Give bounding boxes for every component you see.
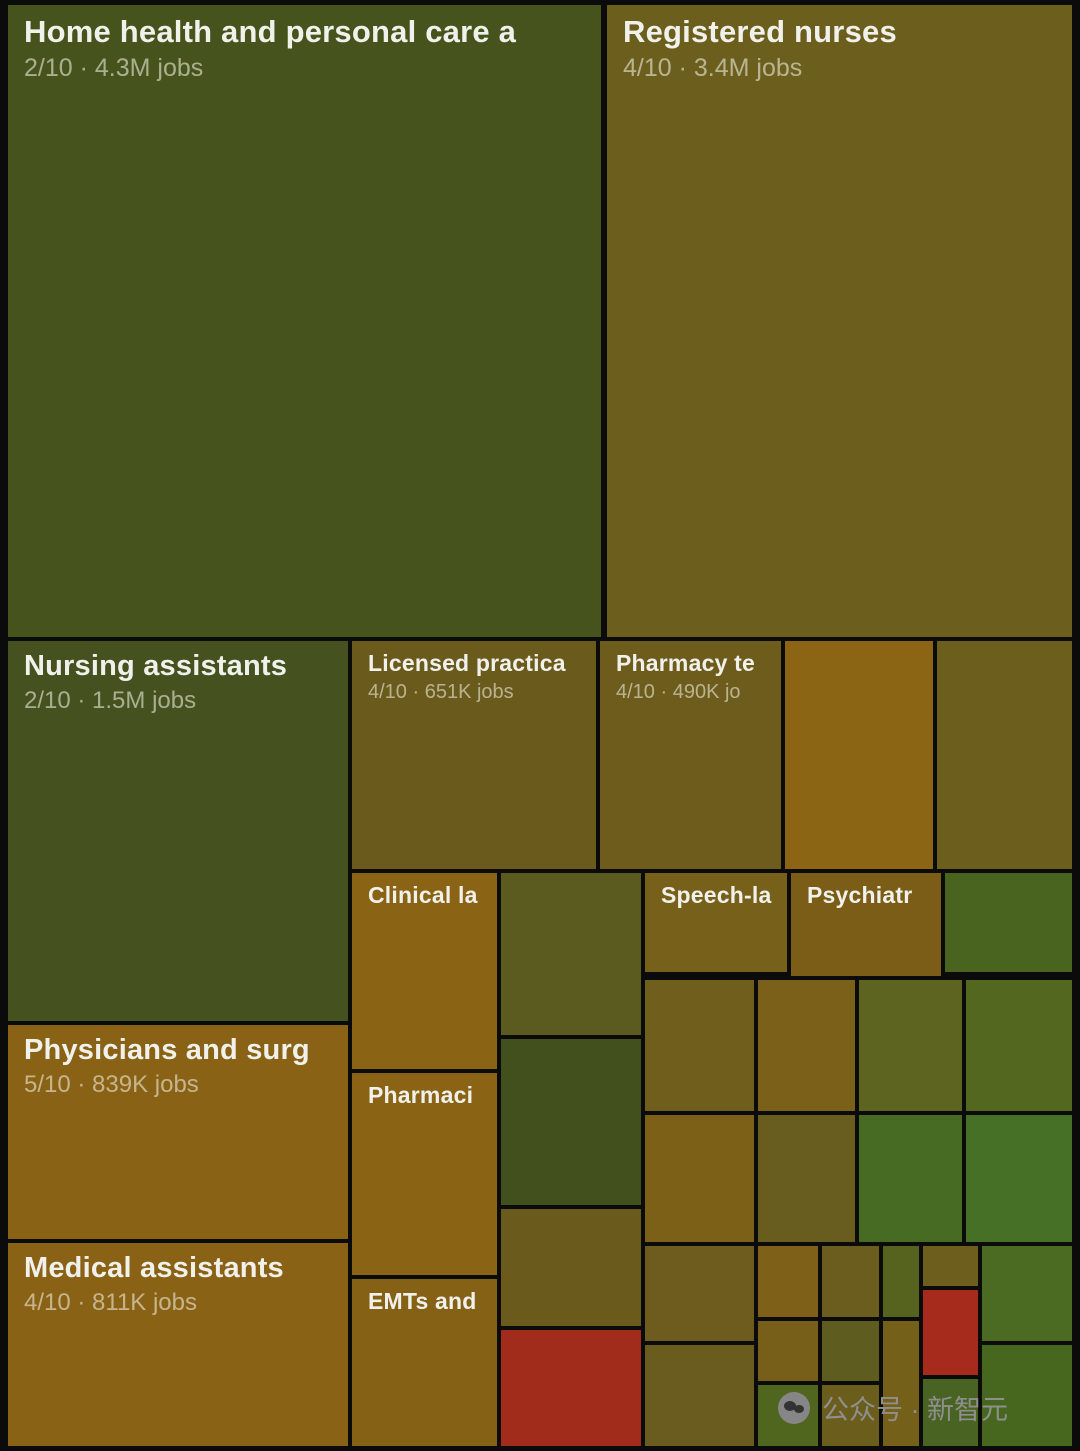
cell-subtitle: 5/10 · 839K jobs bbox=[24, 1071, 199, 1098]
treemap-cell-unlabeled-24[interactable] bbox=[883, 1321, 919, 1446]
watermark-text: 公众号 · 新智元 bbox=[822, 1395, 1008, 1425]
treemap-cell-unlabeled-11[interactable] bbox=[645, 1115, 754, 1242]
cell-title: EMTs and bbox=[368, 1288, 477, 1314]
treemap-cell-unlabeled-25[interactable] bbox=[982, 1345, 1072, 1446]
treemap-cell-pharmacists[interactable]: Pharmaci bbox=[352, 1073, 497, 1275]
treemap-cell-home-health-aides[interactable]: Home health and personal care a 2/10 · 4.… bbox=[8, 5, 601, 637]
cell-title: Licensed practica bbox=[368, 650, 566, 676]
cell-subtitle: 4/10 · 651K jobs bbox=[368, 681, 514, 703]
treemap-cell-unlabeled-1[interactable] bbox=[785, 641, 933, 869]
treemap-cell-unlabeled-20[interactable] bbox=[982, 1246, 1072, 1341]
cell-title: Speech-la bbox=[661, 882, 772, 908]
treemap-cell-unlabeled-23[interactable] bbox=[822, 1321, 879, 1381]
treemap-cell-unlabeled-3[interactable] bbox=[501, 873, 641, 1035]
cell-subtitle: 4/10 · 490K jo bbox=[616, 681, 741, 703]
cell-title: Psychiatr bbox=[807, 882, 913, 908]
cell-subtitle: 4/10 · 3.4M jobs bbox=[623, 54, 803, 82]
cell-title: Home health and personal care a bbox=[24, 14, 517, 49]
treemap-cell-unlabeled-17[interactable] bbox=[822, 1246, 879, 1317]
treemap-cell-licensed-practical-nurses[interactable]: Licensed practica 4/10 · 651K jobs bbox=[352, 641, 596, 869]
treemap-cell-unlabeled-2[interactable] bbox=[937, 641, 1072, 869]
cell-title: Clinical la bbox=[368, 882, 478, 908]
treemap-cell-registered-nurses[interactable]: Registered nurses 4/10 · 3.4M jobs bbox=[607, 5, 1072, 637]
treemap-cell-unlabeled-28[interactable] bbox=[923, 1379, 978, 1446]
treemap-cell-clinical-laboratory[interactable]: Clinical la bbox=[352, 873, 497, 1069]
watermark: 公众号 · 新智元 bbox=[778, 1388, 1008, 1427]
treemap-cell-unlabeled-5[interactable] bbox=[501, 1039, 641, 1205]
treemap-cell-psychiatric[interactable]: Psychiatr bbox=[791, 873, 941, 976]
cell-subtitle: 2/10 · 1.5M jobs bbox=[24, 687, 197, 714]
treemap-cell-unlabeled-15[interactable] bbox=[645, 1246, 754, 1341]
cell-subtitle: 2/10 · 4.3M jobs bbox=[24, 54, 204, 82]
cell-title: Pharmacy te bbox=[616, 650, 755, 676]
cell-title: Medical assistants bbox=[24, 1252, 284, 1284]
treemap-cell-unlabeled-8[interactable] bbox=[758, 980, 855, 1111]
cell-title: Registered nurses bbox=[623, 14, 897, 49]
treemap-cell-unlabeled-4[interactable] bbox=[945, 873, 1072, 972]
cell-title: Pharmaci bbox=[368, 1082, 474, 1108]
treemap-cell-speech-language[interactable]: Speech-la bbox=[645, 873, 787, 972]
treemap-cell-pharmacy-technicians[interactable]: Pharmacy te 4/10 · 490K jo bbox=[600, 641, 781, 869]
treemap-cell-unlabeled-21[interactable] bbox=[645, 1345, 754, 1446]
cell-title: Nursing assistants bbox=[24, 650, 288, 682]
treemap-cell-physicians-surgeons[interactable]: Physicians and surg 5/10 · 839K jobs bbox=[8, 1025, 348, 1239]
treemap-cell-unlabeled-27[interactable] bbox=[822, 1385, 879, 1446]
treemap-cell-unlabeled-13[interactable] bbox=[859, 1115, 962, 1242]
treemap-cell-unlabeled-16[interactable] bbox=[758, 1246, 818, 1317]
treemap-cell-medical-assistants[interactable]: Medical assistants 4/10 · 811K jobs bbox=[8, 1243, 348, 1446]
cell-title: Physicians and surg bbox=[24, 1034, 310, 1066]
treemap-cell-unlabeled-7[interactable] bbox=[645, 980, 754, 1111]
treemap-cell-unlabeled-22[interactable] bbox=[758, 1321, 818, 1381]
treemap-cell-unlabeled-19[interactable] bbox=[923, 1246, 978, 1286]
treemap-cell-nursing-assistants[interactable]: Nursing assistants 2/10 · 1.5M jobs bbox=[8, 641, 348, 1021]
treemap-cell-unlabeled-18[interactable] bbox=[883, 1246, 919, 1317]
wechat-icon bbox=[778, 1391, 810, 1424]
treemap-cell-emts[interactable]: EMTs and bbox=[352, 1279, 497, 1446]
treemap-cell-unlabeled-9[interactable] bbox=[859, 980, 962, 1111]
treemap-cell-red-cell-2[interactable] bbox=[923, 1290, 978, 1375]
treemap-cell-red-cell-1[interactable] bbox=[501, 1330, 641, 1446]
treemap-cell-unlabeled-6[interactable] bbox=[501, 1209, 641, 1326]
treemap-cell-unlabeled-12[interactable] bbox=[758, 1115, 855, 1242]
treemap-cell-unlabeled-10[interactable] bbox=[966, 980, 1072, 1111]
treemap-cell-unlabeled-14[interactable] bbox=[966, 1115, 1072, 1242]
cell-subtitle: 4/10 · 811K jobs bbox=[24, 1289, 198, 1316]
